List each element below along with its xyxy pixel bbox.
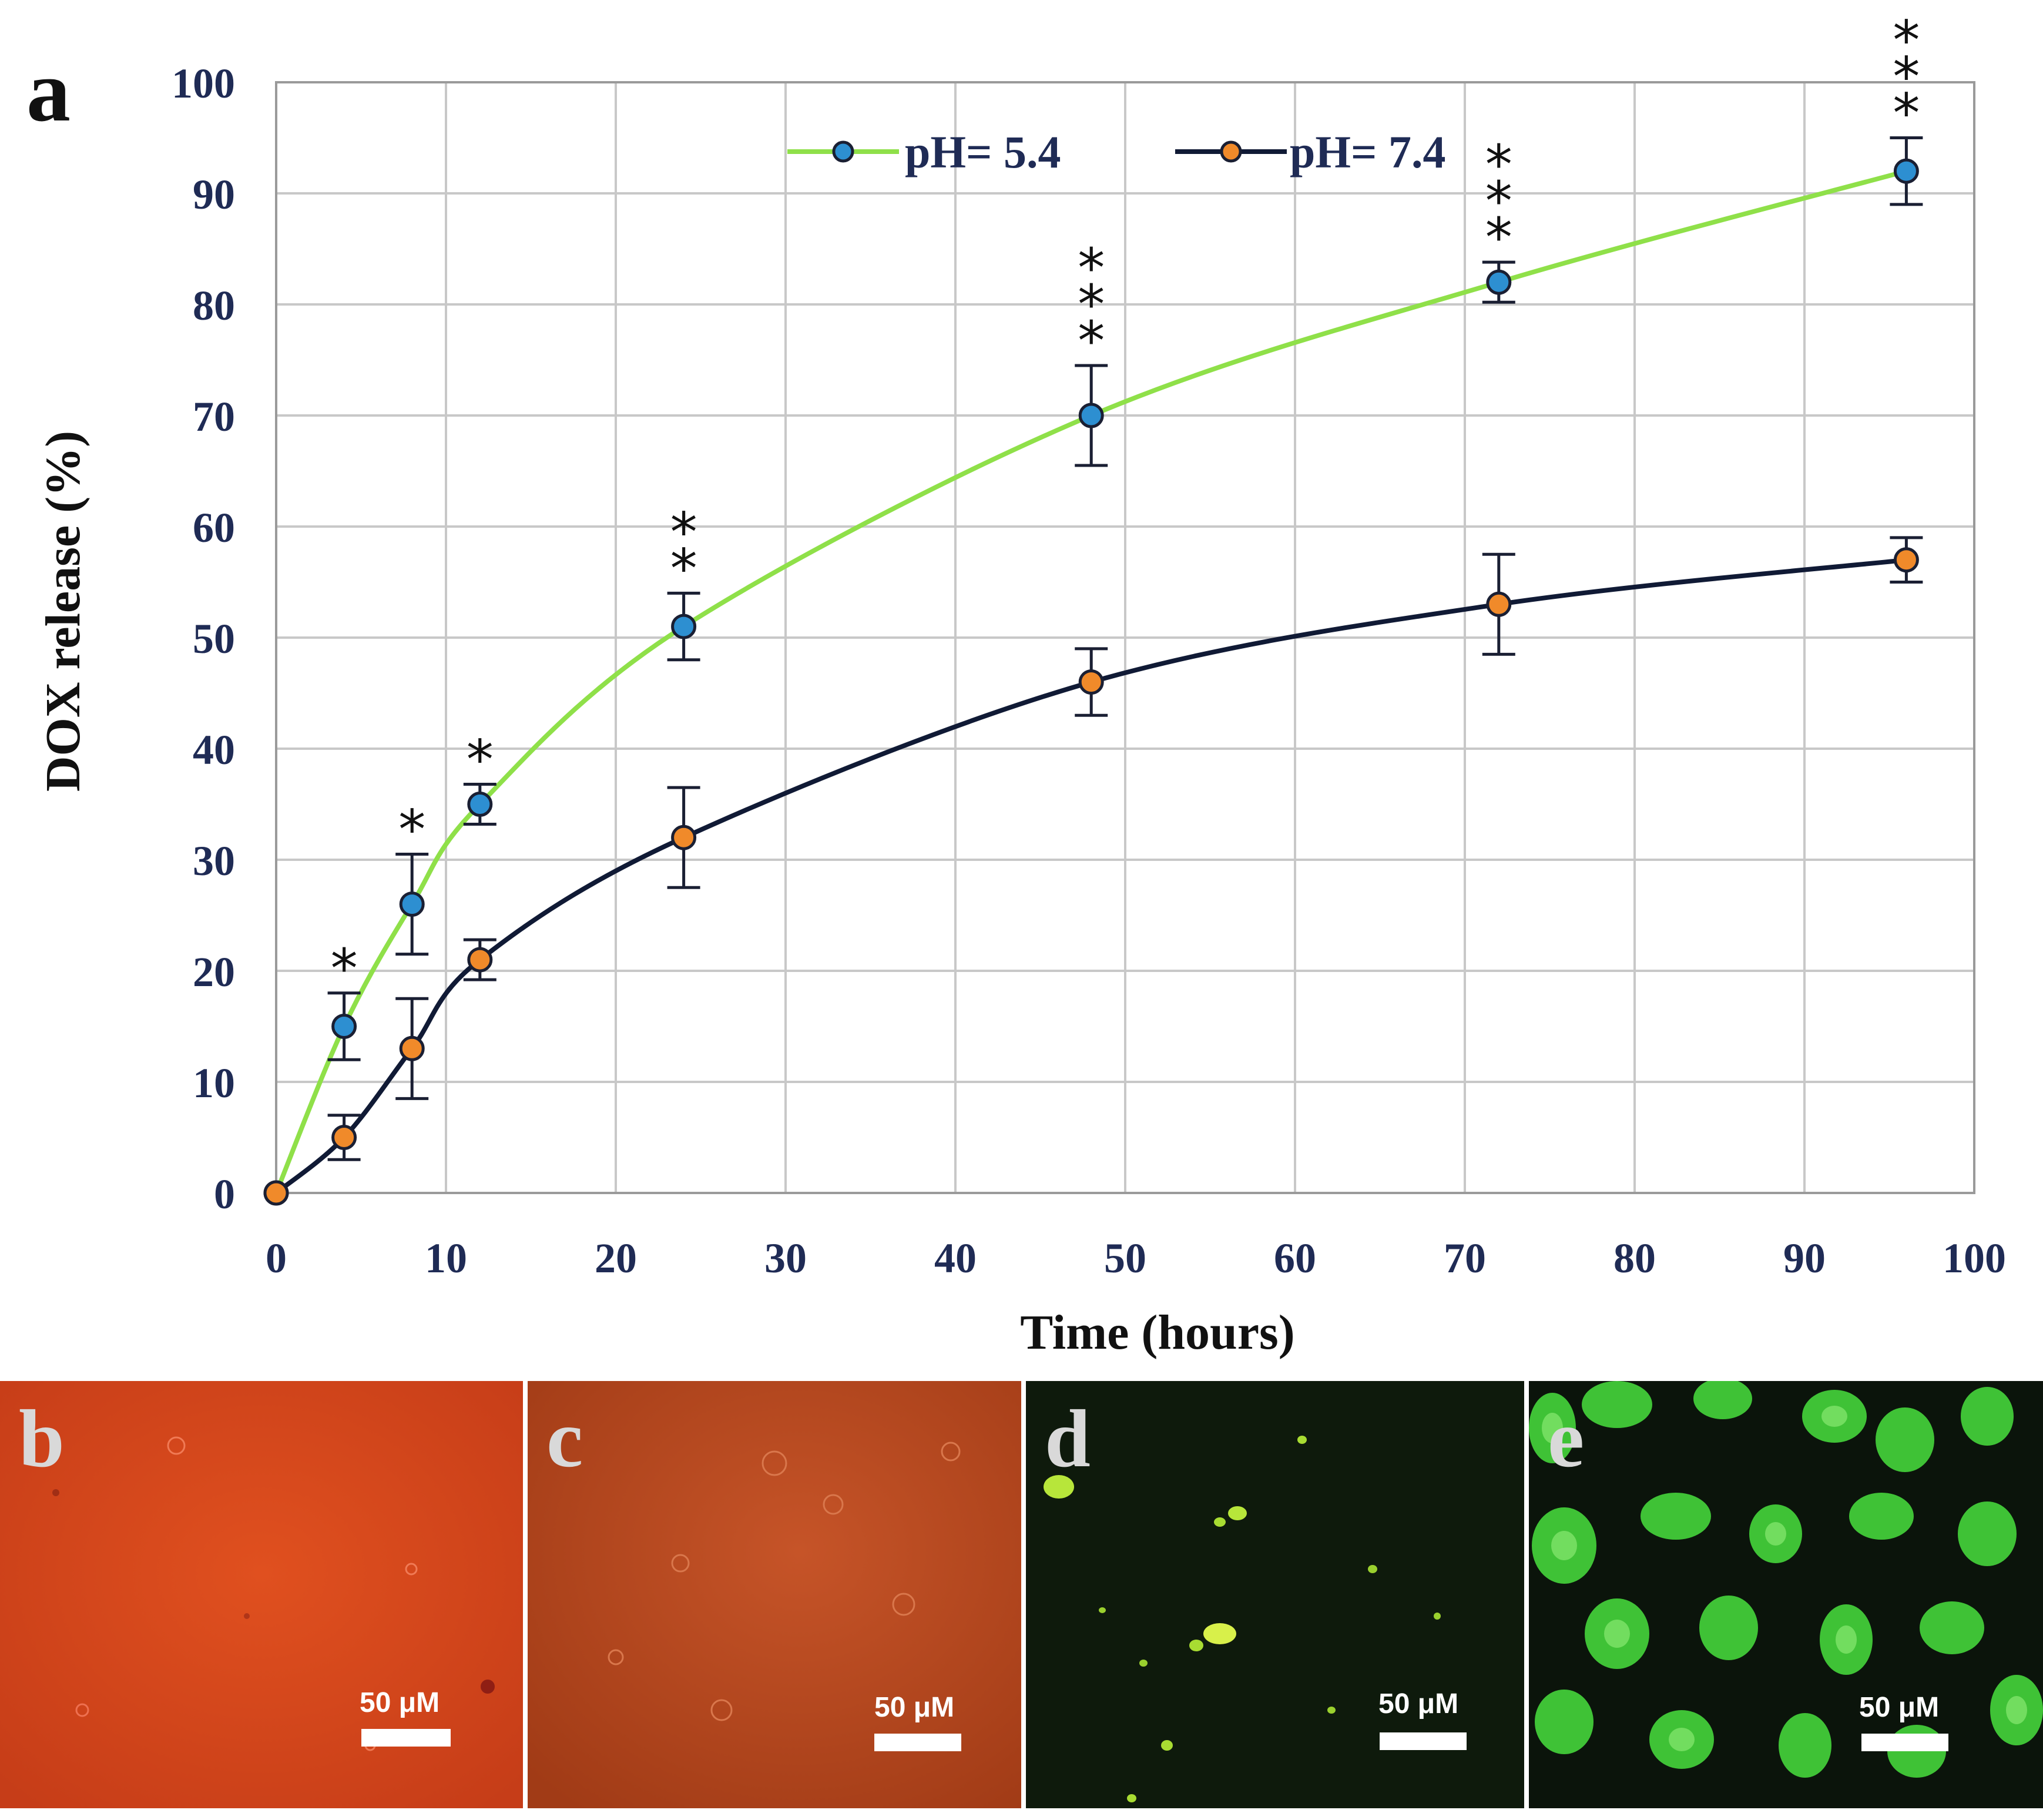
y-tick-label-10: 10: [193, 1060, 235, 1107]
scale-bar-d: [1380, 1732, 1467, 1750]
significance-star-5-0: *: [1078, 310, 1105, 373]
x-tick-label-60: 60: [1274, 1235, 1316, 1282]
significance-star-4-0: *: [670, 537, 697, 600]
y-axis-ticks: 0 10 20 30 40 50 60 70 80 90 100: [172, 60, 235, 1218]
significance-marks: ******** ******: [331, 9, 1920, 1000]
x-tick-label-40: 40: [934, 1235, 977, 1282]
significance-star-6-0: *: [1485, 206, 1512, 269]
y-tick-label-70: 70: [193, 393, 235, 440]
data-point-1-4: [671, 824, 697, 850]
x-tick-label-10: 10: [425, 1235, 467, 1282]
y-tick-label-40: 40: [193, 726, 235, 773]
y-tick-label-30: 30: [193, 837, 235, 884]
x-tick-label-80: 80: [1613, 1235, 1656, 1282]
y-tick-label-50: 50: [193, 615, 235, 662]
panel-letter-d: d: [1045, 1393, 1091, 1484]
scale-label-e: 50 μM: [1859, 1692, 1940, 1723]
significance-star-5-1: *: [1078, 273, 1105, 336]
data-point-0-3: [467, 792, 493, 817]
data-point-0-1: [331, 1014, 357, 1039]
significance-star-2-0: *: [398, 799, 425, 862]
panel-letter-e: e: [1548, 1393, 1585, 1484]
micrograph-d: d 50 μM: [1026, 1381, 1524, 1808]
legend-label-ph74: pH= 7.4: [1290, 126, 1446, 177]
significance-star-7-2: *: [1893, 9, 1920, 72]
data-point-0-2: [399, 891, 425, 917]
legend-marker-ph54: [832, 140, 854, 163]
scale-bar-e: [1861, 1734, 1948, 1751]
significance-star-7-1: *: [1893, 46, 1920, 109]
data-point-0-5: [1078, 403, 1104, 428]
x-tick-label-20: 20: [595, 1235, 637, 1282]
significance-star-7-0: *: [1893, 82, 1920, 145]
significance-star-6-1: *: [1485, 170, 1512, 233]
significance-star-6-2: *: [1485, 133, 1512, 196]
significance-star-4-1: *: [670, 501, 697, 564]
y-tick-label-90: 90: [193, 171, 235, 218]
significance-star-5-2: *: [1078, 237, 1105, 300]
significance-star-1-0: *: [331, 937, 358, 1000]
data-point-0-7: [1893, 158, 1919, 184]
x-tick-label-0: 0: [266, 1235, 287, 1282]
y-tick-label-60: 60: [193, 504, 235, 551]
data-point-1-1: [331, 1125, 357, 1150]
data-point-1-5: [1078, 669, 1104, 695]
data-point-0-4: [671, 614, 697, 639]
y-tick-label-100: 100: [172, 60, 235, 107]
micrograph-c: c 50 μM: [528, 1381, 1021, 1808]
data-point-0-6: [1486, 269, 1512, 295]
micrograph-b: b 50 μM: [0, 1381, 523, 1808]
x-tick-label-90: 90: [1783, 1235, 1826, 1282]
grid: [275, 81, 1975, 1194]
series: [263, 136, 1923, 1206]
x-axis-ticks: 0 10 20 30 40 50 60 70 80 90 100: [266, 1235, 2006, 1282]
significance-star-3-0: *: [467, 728, 494, 791]
x-tick-label-50: 50: [1104, 1235, 1146, 1282]
data-point-1-0: [263, 1180, 289, 1206]
plot-frame: [275, 81, 1975, 1194]
x-tick-label-70: 70: [1444, 1235, 1486, 1282]
panel-letter-c: c: [546, 1393, 583, 1484]
scale-label-b: 50 μM: [360, 1687, 440, 1718]
data-point-1-6: [1486, 591, 1512, 617]
x-axis-label: Time (hours): [1020, 1305, 1294, 1360]
y-tick-label-20: 20: [193, 948, 235, 996]
data-point-1-7: [1893, 547, 1919, 573]
scale-bar-b: [361, 1729, 451, 1747]
data-point-1-3: [467, 947, 493, 973]
y-axis-label: DOX release (%): [36, 431, 90, 792]
y-tick-label-80: 80: [193, 282, 235, 329]
release-chart: a 0 10 20 30 40 50 60 70 80 90 100 0 10 20 30 40 50 60 70…: [26, 9, 2006, 1360]
data-point-1-2: [399, 1035, 425, 1061]
panel-letter-b: b: [19, 1393, 65, 1484]
x-tick-label-30: 30: [764, 1235, 807, 1282]
scale-bar-c: [874, 1734, 961, 1751]
micrograph-e: e 50 μM: [1529, 1381, 2043, 1808]
fluorescence-e: [1529, 1381, 2043, 1808]
figure-label-a: a: [26, 42, 71, 140]
series-line-1: [274, 557, 1907, 1195]
y-tick-label-0: 0: [214, 1171, 235, 1218]
scale-label-d: 50 μM: [1378, 1688, 1459, 1720]
legend-marker-ph74: [1220, 140, 1242, 163]
legend: pH= 5.4 pH= 7.4: [787, 126, 1446, 177]
scale-label-c: 50 μM: [874, 1692, 955, 1723]
legend-label-ph54: pH= 5.4: [905, 126, 1061, 177]
x-tick-label-100: 100: [1943, 1235, 2006, 1282]
